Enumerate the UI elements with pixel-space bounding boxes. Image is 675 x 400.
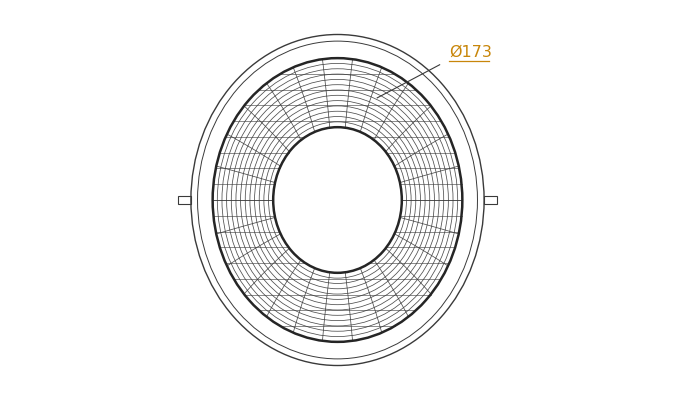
- Text: Ø173: Ø173: [449, 45, 492, 60]
- Bar: [484, 196, 497, 204]
- Bar: [178, 196, 191, 204]
